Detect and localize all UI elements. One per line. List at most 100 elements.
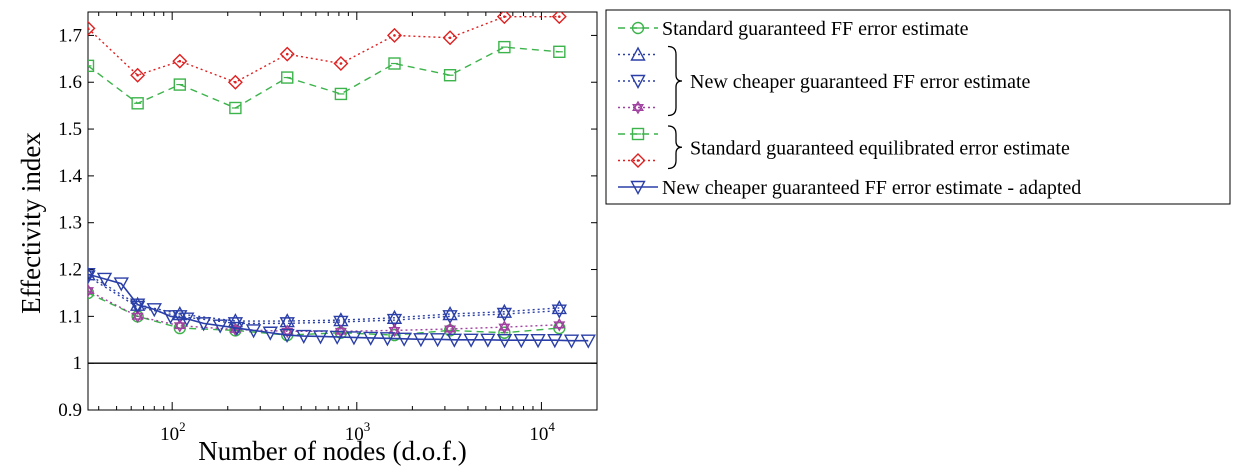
series-3-point bbox=[334, 324, 347, 335]
series-4-point bbox=[131, 97, 144, 110]
legend-label: Standard guaranteed equilibrated error e… bbox=[690, 137, 1070, 159]
series-2-point bbox=[88, 270, 96, 285]
series-6-point bbox=[413, 333, 429, 348]
y-tick-label: 0.9 bbox=[58, 400, 82, 421]
series-0-line bbox=[88, 292, 560, 336]
series-5-point bbox=[386, 27, 402, 43]
series-6-point bbox=[96, 272, 113, 287]
series-6-point bbox=[279, 328, 295, 344]
series-2-point bbox=[442, 310, 458, 325]
series-5-point-dot bbox=[393, 34, 396, 37]
series-5-point-dot bbox=[558, 15, 561, 18]
legend-brace bbox=[667, 45, 683, 117]
series-5-point bbox=[496, 12, 512, 25]
series-6-point bbox=[363, 331, 379, 346]
legend-label: New cheaper guaranteed FF error estimate… bbox=[662, 177, 1081, 199]
series-1-point bbox=[386, 309, 403, 324]
series-6-point bbox=[245, 324, 262, 339]
series-2-point bbox=[551, 304, 567, 319]
series-2-point bbox=[129, 300, 146, 315]
series-3-point-b bbox=[553, 321, 566, 332]
x-tick-exponent: 2 bbox=[179, 419, 186, 434]
series-5-point bbox=[172, 53, 188, 69]
series-2-point bbox=[386, 313, 403, 329]
series-6-point bbox=[346, 331, 362, 346]
series-6-point bbox=[146, 303, 162, 318]
series-4-point bbox=[443, 69, 457, 82]
series-6-point bbox=[179, 312, 195, 327]
series-0-point bbox=[388, 328, 401, 342]
legend-marker-sample-dot bbox=[636, 159, 640, 162]
legend-label: Standard guaranteed FF error estimate bbox=[662, 18, 969, 40]
series-1-line bbox=[88, 273, 560, 322]
y-tick-label: 1.3 bbox=[58, 213, 82, 234]
series-4-point bbox=[498, 40, 511, 54]
legend-marker-sample bbox=[630, 153, 646, 168]
series-3-point-b bbox=[388, 326, 401, 338]
series-4-point bbox=[553, 45, 566, 58]
legend-label: New cheaper guaranteed FF error estimate bbox=[690, 71, 1031, 93]
series-layer bbox=[88, 12, 596, 349]
legend-marker-sample bbox=[631, 21, 645, 35]
y-tick-label: 1.5 bbox=[58, 119, 82, 140]
x-tick-base: 10 bbox=[345, 424, 364, 445]
series-4-line bbox=[88, 46, 560, 109]
series-6-point bbox=[480, 333, 496, 348]
series-6-point bbox=[229, 321, 245, 337]
y-tick-label: 1.1 bbox=[58, 306, 82, 327]
legend-box bbox=[605, 9, 1231, 205]
series-6 bbox=[88, 268, 596, 349]
series-6-point bbox=[429, 333, 446, 348]
legend-marker-sample-b bbox=[632, 104, 644, 115]
series-4-point bbox=[334, 87, 348, 101]
series-5-point-dot bbox=[178, 59, 182, 63]
series-6-point bbox=[296, 329, 312, 344]
legend-brace bbox=[667, 125, 683, 170]
legend: Standard guaranteed FF error estimate New… bbox=[605, 9, 1231, 205]
series-6-point bbox=[580, 334, 596, 349]
series-6-point bbox=[113, 277, 129, 292]
series-6-point bbox=[329, 330, 345, 345]
series-6-point bbox=[463, 333, 479, 348]
series-6-point bbox=[446, 333, 463, 348]
series-2-point bbox=[279, 317, 295, 332]
series-5-point bbox=[88, 20, 96, 36]
series-6-point bbox=[312, 330, 329, 345]
series-5-point-dot bbox=[448, 36, 452, 40]
series-3-point-b bbox=[498, 323, 511, 335]
y-tick-label: 1 bbox=[73, 353, 83, 374]
series-0-point bbox=[498, 326, 511, 339]
y-tick-label: 1.6 bbox=[58, 72, 82, 93]
series-1-point bbox=[551, 299, 567, 315]
series-3-point bbox=[173, 318, 186, 330]
x-tick-exponent: 4 bbox=[548, 419, 555, 434]
legend-marker-sample bbox=[632, 100, 644, 111]
series-4-point bbox=[388, 57, 401, 70]
series-6-line bbox=[88, 273, 589, 342]
x-tick-label: 102 bbox=[160, 419, 186, 445]
series-2-point bbox=[227, 317, 244, 332]
series-3-point bbox=[131, 309, 144, 320]
series-5-point-dot bbox=[339, 62, 343, 65]
y-tick-label: 1.2 bbox=[58, 260, 82, 281]
series-2 bbox=[88, 270, 567, 332]
series-3-point-b bbox=[131, 312, 144, 324]
series-4-point bbox=[173, 78, 187, 91]
series-5-point bbox=[551, 12, 567, 25]
legend-entry-2: Standard guaranteed equilibrated error e… bbox=[618, 125, 1070, 170]
legend-entry-3: New cheaper guaranteed FF error estimate… bbox=[618, 177, 1081, 199]
series-2-point bbox=[496, 307, 513, 322]
legend-marker-sample bbox=[631, 127, 645, 141]
series-6-point bbox=[396, 332, 412, 347]
series-5-point bbox=[333, 56, 349, 71]
y-tick-label: 1.4 bbox=[58, 166, 82, 187]
series-4-point bbox=[281, 71, 294, 84]
series-3-point bbox=[498, 320, 511, 331]
legend-entry-1: New cheaper guaranteed FF error estimate bbox=[618, 45, 1031, 117]
series-5-point-dot bbox=[88, 27, 90, 30]
series-5-point-dot bbox=[234, 80, 237, 84]
y-tick-label: 1.7 bbox=[58, 25, 82, 46]
series-3-point bbox=[88, 283, 94, 295]
series-6-point bbox=[212, 319, 228, 334]
series-5 bbox=[88, 12, 567, 90]
